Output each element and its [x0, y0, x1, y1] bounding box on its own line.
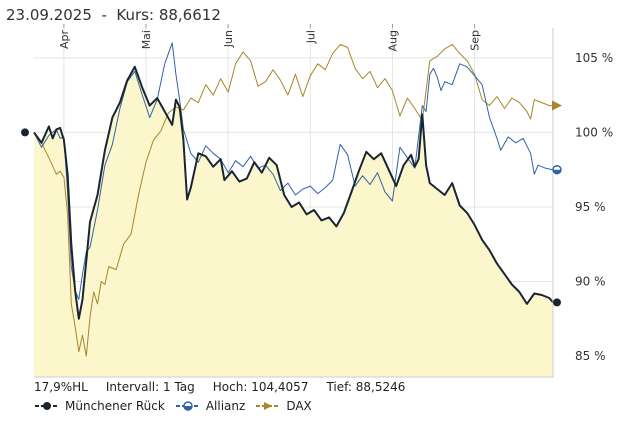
legend: Münchener Rück Allianz DAX	[34, 399, 322, 413]
legend-item-dax[interactable]: DAX	[255, 399, 312, 413]
x-tick-label: Aug	[386, 30, 399, 51]
axis-layer: 85 % 90 % 95 % 100 % 105 % Apr Mai Jun Jul Aug Sep	[34, 24, 613, 378]
series-line-muenchener	[33, 65, 554, 320]
price-chart[interactable]: 85 % 90 % 95 % 100 % 105 % Apr Mai Jun Jul Aug Sep	[0, 0, 638, 378]
series-line-dax	[33, 43, 553, 357]
x-tick-label: Jul	[304, 30, 317, 44]
chart-header: 23.09.2025 - Kurs: 88,6612	[6, 6, 221, 24]
area-fill-muenchener	[34, 66, 553, 378]
x-tick-label: Mai	[140, 30, 153, 49]
stat-range: 17,9%HL	[34, 380, 88, 394]
x-tick-label: Sep	[469, 30, 482, 51]
legend-item-muenchener[interactable]: Münchener Rück	[34, 399, 165, 413]
y-tick-label: 85 %	[575, 349, 606, 363]
date-label: 23.09.2025	[6, 6, 92, 24]
area-fill-layer	[34, 66, 553, 378]
y-tick-label: 105 %	[575, 51, 613, 65]
kurs-value: 88,6612	[158, 6, 221, 24]
y-tick-label: 95 %	[575, 200, 606, 214]
series-line-allianz	[33, 42, 554, 300]
stat-high: Hoch: 104,4057	[212, 380, 309, 394]
y-tick-label: 90 %	[575, 275, 606, 289]
legend-circle-icon	[35, 402, 59, 410]
stats-bar: 17,9%HL Intervall: 1 Tag Hoch: 104,4057 Tie…	[34, 380, 423, 394]
legend-label-dax: DAX	[286, 399, 312, 413]
legend-label-muenchener: Münchener Rück	[65, 399, 165, 413]
end-marker-muenchener	[553, 298, 561, 307]
stat-interval: Intervall: 1 Tag	[105, 380, 195, 394]
series-lines	[33, 42, 554, 357]
stat-low: Tief: 88,5246	[326, 380, 406, 394]
end-marker-allianz-fill	[553, 169, 561, 174]
end-markers	[21, 100, 562, 307]
kurs-label: Kurs:	[116, 6, 155, 24]
legend-triangle-icon	[256, 402, 281, 410]
legend-half-circle-icon	[175, 401, 200, 411]
x-tick-label: Apr	[58, 30, 71, 50]
legend-item-allianz[interactable]: Allianz	[175, 399, 245, 413]
legend-label-allianz: Allianz	[205, 399, 246, 413]
end-marker-dax	[552, 100, 562, 111]
x-tick-label: Jun	[222, 30, 235, 48]
header-separator: -	[101, 6, 107, 24]
y-tick-label: 100 %	[575, 125, 613, 139]
start-marker	[21, 128, 29, 137]
